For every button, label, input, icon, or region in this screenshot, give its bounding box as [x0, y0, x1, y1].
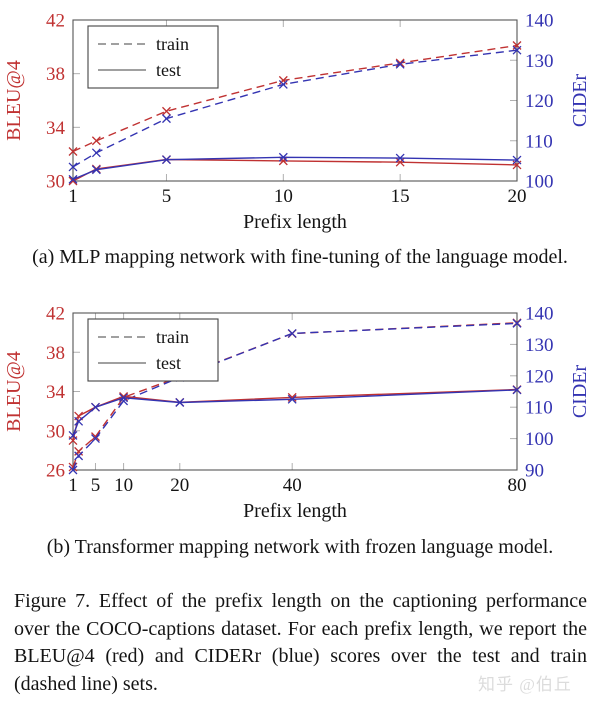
series-train-cider [68, 318, 522, 475]
data-marker [512, 45, 522, 55]
series-test-cider [68, 152, 522, 184]
x-tick-label: 1 [68, 186, 78, 207]
y-tick-label-right: 110 [525, 398, 553, 419]
data-marker [91, 402, 100, 412]
legend: train test [87, 25, 219, 89]
axes: 1 5 10 20 40 80 26 30 34 38 42 90 100 110 120 130 140 [46, 304, 554, 497]
data-marker [395, 153, 405, 163]
y-axis-title-left: BLEU@4 [3, 60, 25, 141]
x-tick-label: 20 [170, 475, 189, 496]
series-test-bleu@4 [68, 385, 522, 446]
caption-b: (b) Transformer mapping network with fro… [46, 536, 554, 558]
data-marker [287, 328, 297, 338]
x-axis-title: Prefix length [243, 211, 347, 233]
watermark: 知乎 @伯丘 [478, 675, 572, 694]
y-tick-label-left: 42 [46, 11, 65, 32]
y-tick-label-right: 120 [525, 91, 554, 112]
y-tick-label-left: 38 [46, 343, 65, 364]
data-marker [278, 156, 288, 166]
data-marker [512, 155, 522, 165]
y-tick-label-right: 140 [525, 304, 554, 325]
y-tick-label-left: 42 [46, 304, 65, 325]
y-tick-label-left: 30 [46, 421, 65, 442]
data-marker [91, 136, 101, 146]
data-marker [278, 75, 288, 85]
data-marker [512, 385, 522, 395]
data-marker [162, 155, 171, 165]
data-marker [162, 106, 171, 116]
data-marker [68, 431, 78, 440]
figure-caption: Figure 7. Effect of the prefix length on… [14, 590, 587, 695]
data-marker [68, 465, 78, 475]
x-tick-label: 80 [508, 475, 527, 496]
y-tick-label-left: 34 [46, 118, 66, 139]
y-axis-title-right: CIDEr [569, 365, 591, 419]
chart-a: 1 5 10 15 2030343842100110120130140traintest… [3, 11, 591, 234]
y-tick-label-left: 26 [46, 461, 65, 482]
data-marker [74, 416, 84, 426]
data-marker [91, 148, 101, 158]
data-marker [68, 174, 78, 184]
y-tick-label-left: 30 [46, 172, 65, 193]
data-marker [287, 394, 297, 404]
data-marker [395, 58, 405, 68]
series-train-cider [68, 45, 522, 172]
data-marker [395, 59, 405, 69]
x-tick-label: 1 [68, 475, 78, 496]
legend-label: train [156, 327, 189, 347]
legend: train test [87, 318, 219, 382]
x-tick-label: 20 [508, 186, 527, 207]
x-tick-label: 10 [114, 475, 133, 496]
legend-label: test [156, 353, 181, 373]
data-marker [74, 451, 84, 461]
data-marker [68, 147, 78, 156]
x-tick-label: 5 [162, 186, 172, 207]
y-tick-label-right: 100 [525, 172, 554, 193]
data-marker [91, 434, 100, 444]
legend-label: test [156, 60, 181, 80]
data-marker [512, 318, 522, 328]
y-tick-label-right: 120 [525, 366, 554, 387]
data-marker [278, 152, 288, 162]
y-axis-title-left: BLEU@4 [3, 351, 25, 432]
x-axis-title: Prefix length [243, 500, 347, 522]
y-tick-label-right: 110 [525, 131, 553, 152]
legend-label: train [156, 34, 189, 54]
caption-a: (a) MLP mapping network with fine-tuning… [32, 246, 568, 268]
data-marker [68, 162, 78, 172]
data-marker [91, 165, 101, 175]
x-tick-label: 15 [391, 186, 410, 207]
y-tick-label-left: 34 [46, 382, 66, 403]
x-tick-label: 40 [283, 475, 302, 496]
y-axis-title-right: CIDEr [569, 74, 591, 128]
chart-b: 1 5 10 20 40 80 26 30 34 38 42 90 100 110 120 130 140 tra… [3, 304, 591, 523]
y-tick-label-right: 130 [525, 335, 554, 356]
x-tick-label: 10 [274, 186, 293, 207]
data-marker [162, 114, 171, 124]
series-test-cider [68, 385, 522, 440]
y-tick-label-right: 140 [525, 11, 554, 32]
data-marker [175, 398, 185, 407]
data-marker [74, 446, 84, 456]
data-marker [119, 393, 129, 403]
y-tick-label-right: 90 [525, 461, 544, 482]
y-tick-label-right: 100 [525, 429, 554, 450]
data-marker [278, 79, 288, 89]
y-tick-label-right: 130 [525, 51, 554, 72]
x-tick-label: 5 [91, 475, 101, 496]
y-tick-label-left: 38 [46, 64, 65, 85]
data-marker [395, 157, 405, 167]
